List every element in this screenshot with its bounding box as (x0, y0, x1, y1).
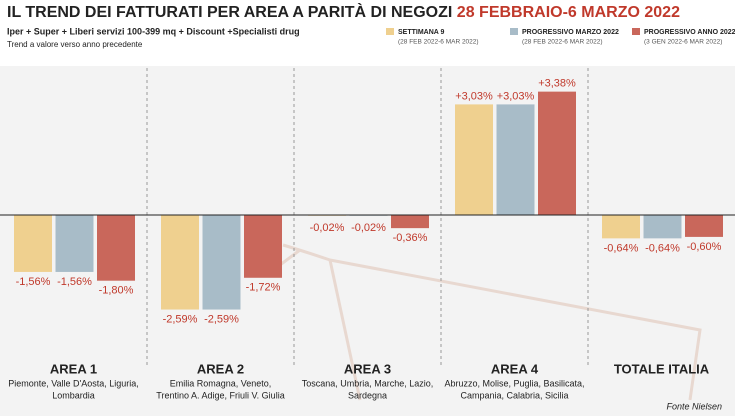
category-label: TOTALE ITALIA (614, 361, 710, 376)
value-label: -0,36% (393, 232, 428, 244)
value-label: +3,03% (455, 90, 493, 102)
value-label: -1,80% (99, 285, 134, 297)
category-note: Piemonte, Valle D'Aosta, Liguria, (8, 378, 139, 388)
source: Fonte Nielsen (666, 401, 722, 411)
bar (391, 215, 429, 229)
bar (602, 215, 640, 239)
category-note: Emilia Romagna, Veneto, (170, 378, 272, 388)
value-label: +3,03% (497, 90, 535, 102)
category-note: Campania, Calabria, Sicilia (460, 390, 568, 400)
legend-period: (28 FEB 2022-6 MAR 2022) (522, 39, 603, 46)
subtitle-2: Trend a valore verso anno precedente (7, 40, 143, 49)
category-note: Sardegna (348, 390, 387, 400)
category-label: AREA 2 (197, 361, 244, 376)
bar (14, 215, 52, 272)
bar (202, 215, 241, 310)
legend-swatch (386, 28, 394, 35)
category-label: AREA 4 (491, 361, 539, 376)
title-main: IL TREND DEI FATTURATI PER AREA A PARITÀ… (7, 2, 452, 21)
bar (496, 104, 535, 215)
value-label: -2,59% (163, 313, 198, 325)
bar (55, 215, 94, 272)
legend-period: (3 GEN 2022-6 MAR 2022) (644, 39, 722, 46)
bar (161, 215, 199, 310)
category-label: AREA 3 (344, 361, 391, 376)
category-note: Trentino A. Adige, Friuli V. Giulia (156, 390, 284, 400)
category-note: Lombardia (52, 390, 95, 400)
bar (455, 104, 493, 215)
bar (643, 215, 682, 239)
value-label: -1,72% (246, 282, 281, 294)
category-note: Abruzzo, Molise, Puglia, Basilicata, (444, 378, 584, 388)
value-label: -1,56% (57, 276, 92, 288)
chart-title: IL TREND DEI FATTURATI PER AREA A PARITÀ… (7, 2, 680, 21)
legend-label: SETTIMANA 9 (398, 29, 445, 36)
legend-label: PROGRESSIVO MARZO 2022 (522, 29, 619, 36)
value-label: +3,38% (538, 78, 576, 90)
legend-period: (28 FEB 2022-6 MAR 2022) (398, 39, 479, 46)
value-label: -2,59% (204, 313, 239, 325)
legend-swatch (632, 28, 640, 35)
subtitle: Iper + Super + Liberi servizi 100-399 mq… (7, 26, 300, 36)
bar (685, 215, 723, 237)
category-note: Toscana, Umbria, Marche, Lazio, (302, 378, 434, 388)
bar (97, 215, 135, 281)
value-label: -0,60% (687, 241, 722, 253)
value-label: -0,64% (645, 242, 680, 254)
value-label: -1,56% (16, 276, 51, 288)
title-period: 28 FEBBRAIO-6 MARZO 2022 (457, 4, 680, 21)
legend-label: PROGRESSIVO ANNO 2022 (644, 29, 735, 36)
value-label: -0,02% (310, 222, 345, 234)
legend-swatch (510, 28, 518, 35)
value-label: -0,64% (604, 242, 639, 254)
bar (538, 91, 576, 215)
value-label: -0,02% (351, 222, 386, 234)
bar (244, 215, 282, 278)
cart-illustration (279, 243, 702, 401)
category-label: AREA 1 (50, 361, 97, 376)
